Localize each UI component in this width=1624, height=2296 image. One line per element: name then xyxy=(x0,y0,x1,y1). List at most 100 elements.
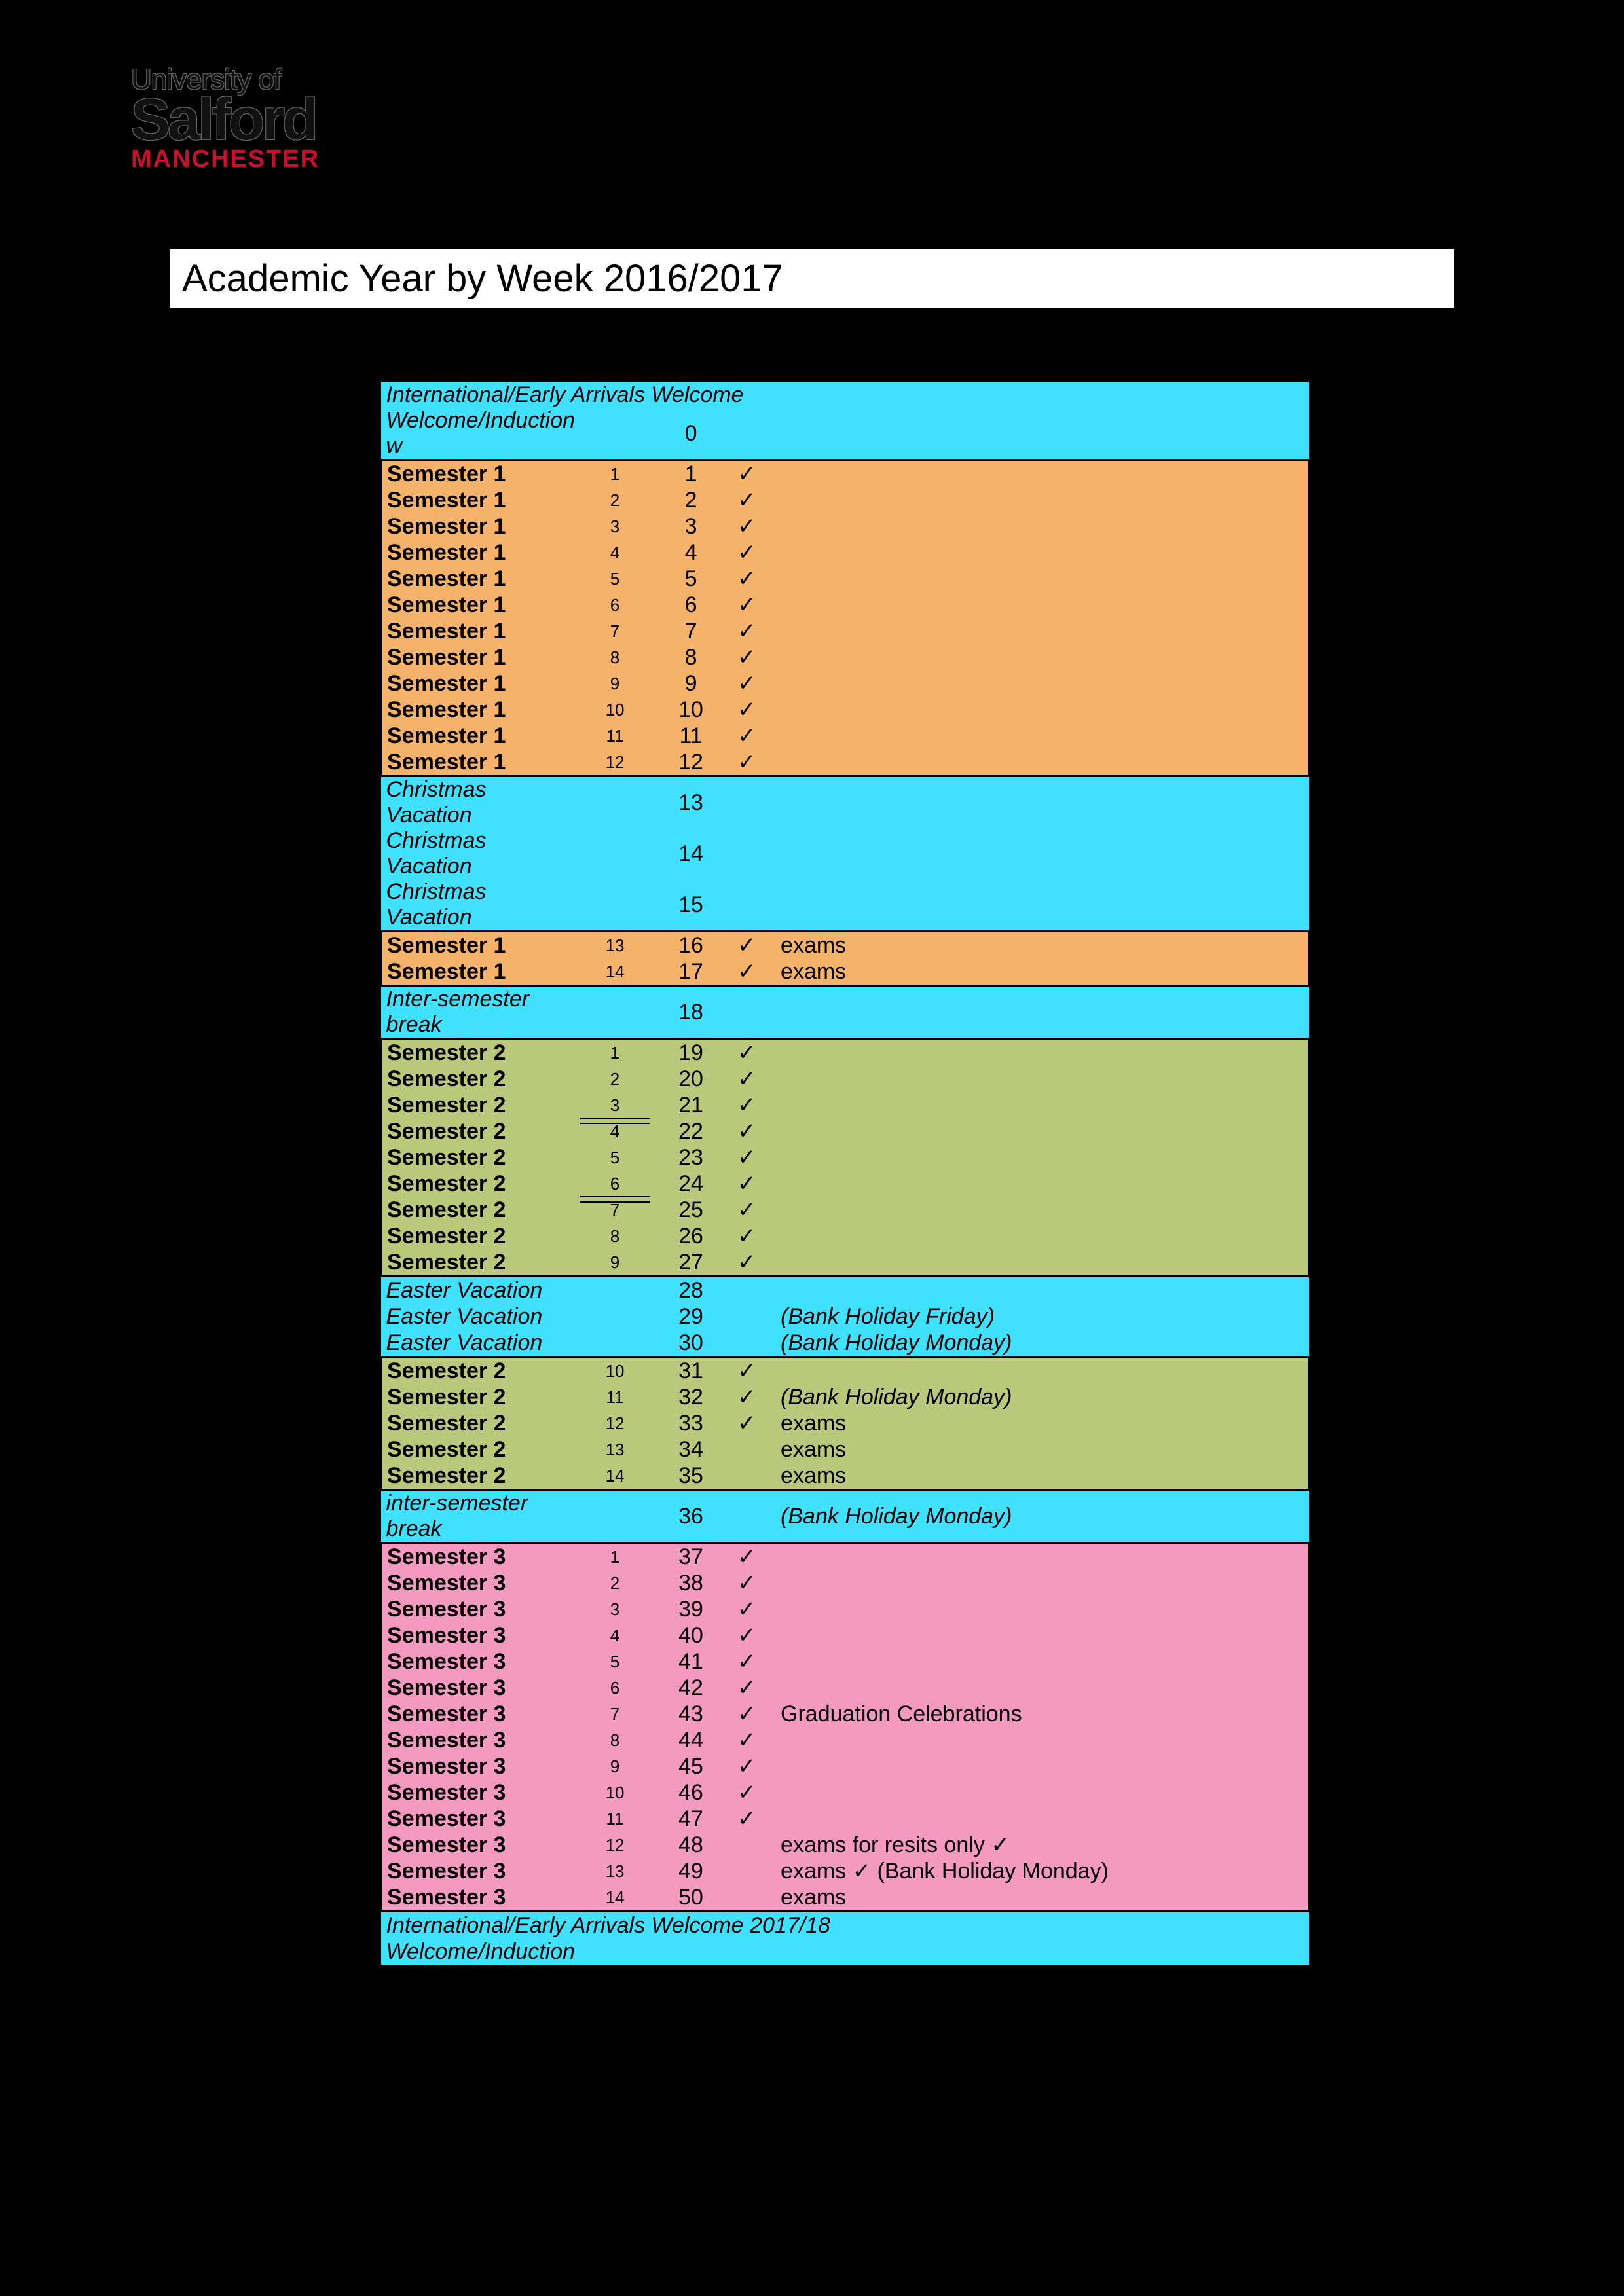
calendar-week: 27 xyxy=(650,1249,732,1277)
semester-week: 3 xyxy=(580,1092,650,1118)
tick-icon xyxy=(732,986,775,1039)
tick-icon: ✓ xyxy=(732,566,775,592)
logo-line-3: MANCHESTER xyxy=(131,147,320,172)
row-label: Semester 2 xyxy=(381,1092,581,1118)
row-label: Semester 2 xyxy=(381,1171,581,1197)
row-note xyxy=(775,1543,1308,1571)
row-label: Semester 2 xyxy=(381,1066,581,1092)
row-label: Semester 2 xyxy=(381,1410,581,1436)
row-note xyxy=(775,1277,1308,1304)
table-row: Semester 2927✓ xyxy=(381,1249,1309,1277)
calendar-week: 35 xyxy=(650,1463,732,1490)
row-note xyxy=(775,879,1308,932)
tick-icon: ✓ xyxy=(732,1092,775,1118)
semester-week xyxy=(580,828,650,879)
row-label: Christmas Vacation xyxy=(381,879,581,932)
row-label: Semester 3 xyxy=(381,1701,581,1727)
table-row: Semester 11417✓exams xyxy=(381,958,1309,986)
table-row: Semester 11111✓ xyxy=(381,723,1309,749)
tick-icon xyxy=(732,1858,775,1884)
table-row: Semester 3844✓ xyxy=(381,1727,1309,1753)
row-label: Semester 1 xyxy=(381,513,581,539)
calendar-week: 43 xyxy=(650,1701,732,1727)
table-row: Christmas Vacation13 xyxy=(381,776,1309,829)
row-note: (Bank Holiday Monday) xyxy=(775,1490,1308,1543)
row-note xyxy=(775,1596,1308,1622)
semester-week: 9 xyxy=(580,670,650,697)
row-note: (Bank Holiday Friday) xyxy=(775,1303,1308,1330)
calendar-week: 15 xyxy=(650,879,732,932)
calendar-week: 40 xyxy=(650,1622,732,1649)
table-row: Semester 2725✓ xyxy=(381,1197,1309,1223)
row-note xyxy=(775,1727,1308,1753)
table-row: Christmas Vacation14 xyxy=(381,828,1309,879)
semester-week: 8 xyxy=(580,1223,650,1249)
tick-icon: ✓ xyxy=(732,539,775,566)
table-row: Semester 3339✓ xyxy=(381,1596,1309,1622)
table-row: Semester 11316✓exams xyxy=(381,932,1309,959)
tick-icon: ✓ xyxy=(732,1570,775,1596)
row-label: Semester 2 xyxy=(381,1197,581,1223)
table-row: Easter Vacation30(Bank Holiday Monday) xyxy=(381,1330,1309,1357)
row-note xyxy=(775,513,1308,539)
row-note xyxy=(775,539,1308,566)
row-label: Semester 3 xyxy=(381,1884,581,1912)
semester-week xyxy=(580,776,650,829)
page-title: Academic Year by Week 2016/2017 xyxy=(170,249,1454,308)
row-label: Easter Vacation xyxy=(381,1277,581,1304)
calendar-week: 11 xyxy=(650,723,732,749)
calendar-week: 0 xyxy=(650,408,732,460)
row-label: inter-semester break xyxy=(381,1490,581,1543)
semester-week: 1 xyxy=(580,1543,650,1571)
logo-line-2: Salford xyxy=(131,90,320,149)
table-row: Semester 31248exams for resits only ✓ xyxy=(381,1832,1309,1858)
calendar-week: 46 xyxy=(650,1779,732,1806)
calendar-week: 6 xyxy=(650,592,732,618)
row-label: Semester 1 xyxy=(381,566,581,592)
semester-week xyxy=(580,1330,650,1357)
row-note xyxy=(775,697,1308,723)
tick-icon xyxy=(732,408,775,460)
tick-icon: ✓ xyxy=(732,1543,775,1571)
calendar-week: 2 xyxy=(650,487,732,513)
tick-icon xyxy=(732,828,775,879)
calendar-week: 36 xyxy=(650,1490,732,1543)
row-label: Semester 3 xyxy=(381,1753,581,1779)
row-note xyxy=(775,1171,1308,1197)
row-label: Semester 2 xyxy=(381,1463,581,1490)
row-label: Semester 2 xyxy=(381,1384,581,1410)
calendar-week: 25 xyxy=(650,1197,732,1223)
tick-icon: ✓ xyxy=(732,1753,775,1779)
semester-week xyxy=(580,1277,650,1304)
tick-icon: ✓ xyxy=(732,1727,775,1753)
semester-week: 4 xyxy=(580,539,650,566)
row-label: Semester 1 xyxy=(381,460,581,488)
table-row: Easter Vacation28 xyxy=(381,1277,1309,1304)
semester-week xyxy=(580,408,650,460)
row-label: Semester 1 xyxy=(381,539,581,566)
semester-week: 2 xyxy=(580,487,650,513)
semester-week: 1 xyxy=(580,460,650,488)
tick-icon xyxy=(732,1832,775,1858)
row-label: Semester 3 xyxy=(381,1570,581,1596)
row-note xyxy=(775,828,1308,879)
tick-icon: ✓ xyxy=(732,1197,775,1223)
row-note xyxy=(775,1675,1308,1701)
calendar-week: 29 xyxy=(650,1303,732,1330)
tick-icon: ✓ xyxy=(732,1779,775,1806)
row-note xyxy=(775,1066,1308,1092)
table-row: Semester 2624✓ xyxy=(381,1171,1309,1197)
semester-week: 6 xyxy=(580,1171,650,1197)
tick-icon: ✓ xyxy=(732,932,775,959)
calendar-week: 32 xyxy=(650,1384,732,1410)
table-row: Semester 144✓ xyxy=(381,539,1309,566)
calendar-week: 37 xyxy=(650,1543,732,1571)
row-note xyxy=(775,723,1308,749)
tick-icon: ✓ xyxy=(732,697,775,723)
semester-week: 10 xyxy=(580,697,650,723)
semester-week: 7 xyxy=(580,618,650,644)
calendar-week: 14 xyxy=(650,828,732,879)
tick-icon: ✓ xyxy=(732,592,775,618)
table-row: Welcome/Induction xyxy=(381,1939,1309,1966)
row-note xyxy=(775,1197,1308,1223)
